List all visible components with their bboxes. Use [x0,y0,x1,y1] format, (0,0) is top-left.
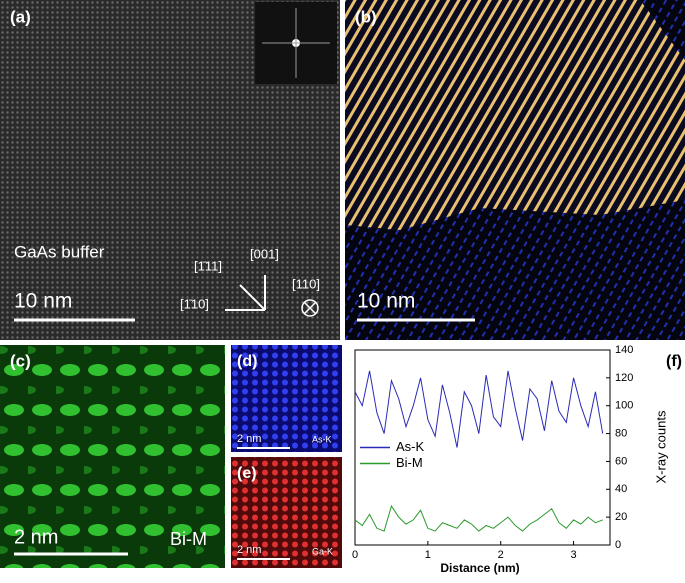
panel-b-region [345,0,685,230]
scale-label: 2 nm [237,544,261,556]
x-tick-label: 0 [352,549,358,561]
scale-label: 10 nm [357,290,415,313]
into-page-symbol [303,301,317,315]
panel-label: (c) [10,351,31,370]
panel-label: (a) [10,7,31,26]
element-label: Bi-M [170,529,207,549]
panel-label: (b) [355,7,377,26]
scale-label: 2 nm [237,433,261,445]
x-tick-label: 3 [571,549,577,561]
panel-label: (e) [237,465,257,482]
legend-label: Bi-M [396,455,423,470]
panel-c-image [0,345,225,568]
element-label: Ga-K [312,546,333,556]
panel-d-image [231,345,342,452]
plot-frame [354,349,611,546]
y-tick-label: 80 [615,427,627,439]
series-line [354,504,603,532]
x-tick-label: 2 [498,549,504,561]
region-label: GaAs buffer [14,242,105,261]
y-tick-label: 0 [615,539,621,551]
y-axis-title: X-ray counts [653,410,668,483]
direction-label: [1̄11] [194,258,222,273]
panel-label: (d) [237,353,257,370]
y-tick-label: 140 [615,344,633,356]
scale-label: 10 nm [14,290,72,313]
y-tick-label: 60 [615,455,627,467]
direction-label: [001] [250,246,279,261]
into-page-symbol [301,299,319,317]
panel-e-image [231,457,342,568]
direction-label: [1̄10] [180,296,209,311]
scale-label: 2 nm [14,526,58,548]
series-line [354,370,604,448]
plot: 0 20 40 60 80 100 120 140 0 1 2 3 As-KBi-M [352,344,633,561]
element-label: As-K [312,434,332,444]
x-tick-label: 1 [425,549,431,561]
y-tick-label: 120 [615,372,633,384]
legend-label: As-K [396,439,425,454]
y-tick-label: 40 [615,483,627,495]
y-tick-label: 20 [615,511,627,523]
panel-label: (f) [666,353,682,370]
arrow [239,284,266,311]
direction-label: [110] [292,276,320,291]
x-axis-title: Distance (nm) [440,561,519,575]
y-tick-label: 100 [615,400,633,412]
